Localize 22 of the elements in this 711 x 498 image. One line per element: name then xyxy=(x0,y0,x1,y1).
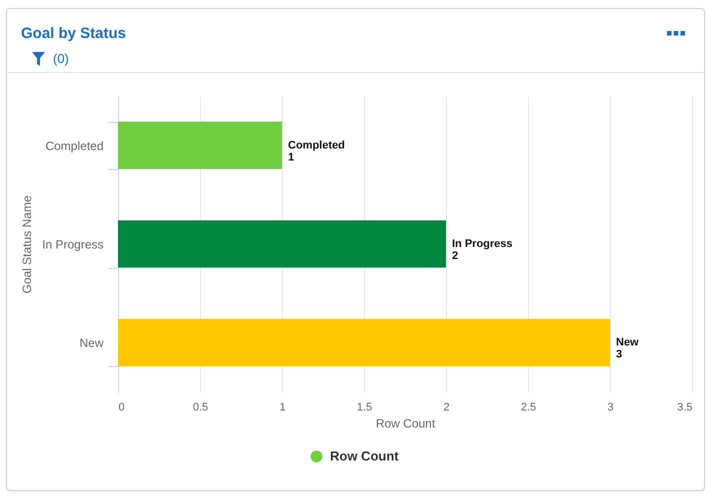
x-tick-label: 0.5 xyxy=(192,402,208,414)
category-label: In Progress xyxy=(452,238,513,250)
x-tick-label: 1.5 xyxy=(356,402,372,414)
y-tick-label: In Progress xyxy=(42,238,104,252)
y-tick-label: New xyxy=(79,336,104,350)
data-label: 1 xyxy=(288,151,294,164)
chart-title: Goal by Status xyxy=(21,25,126,42)
y-axis-title: Goal Status Name xyxy=(20,195,34,294)
x-tick-label: 3.5 xyxy=(677,402,692,414)
data-label: 2 xyxy=(452,250,458,262)
category-label: New xyxy=(616,336,639,349)
x-tick-label: 2 xyxy=(443,402,450,414)
x-tick-label: 0 xyxy=(118,402,125,414)
data-label: 3 xyxy=(616,348,622,361)
text: (0) xyxy=(53,51,69,66)
category-label: Completed xyxy=(288,139,345,152)
legend-label: Row Count xyxy=(330,448,400,464)
x-axis-title: Row Count xyxy=(376,416,436,430)
x-tick-label: 3 xyxy=(607,402,614,414)
y-tick-label: Completed xyxy=(45,138,104,153)
x-tick-label: 1 xyxy=(279,402,286,414)
x-tick-label: 2.5 xyxy=(520,402,536,414)
